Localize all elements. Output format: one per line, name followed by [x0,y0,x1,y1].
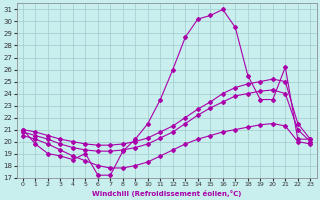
X-axis label: Windchill (Refroidissement éolien,°C): Windchill (Refroidissement éolien,°C) [92,190,241,197]
